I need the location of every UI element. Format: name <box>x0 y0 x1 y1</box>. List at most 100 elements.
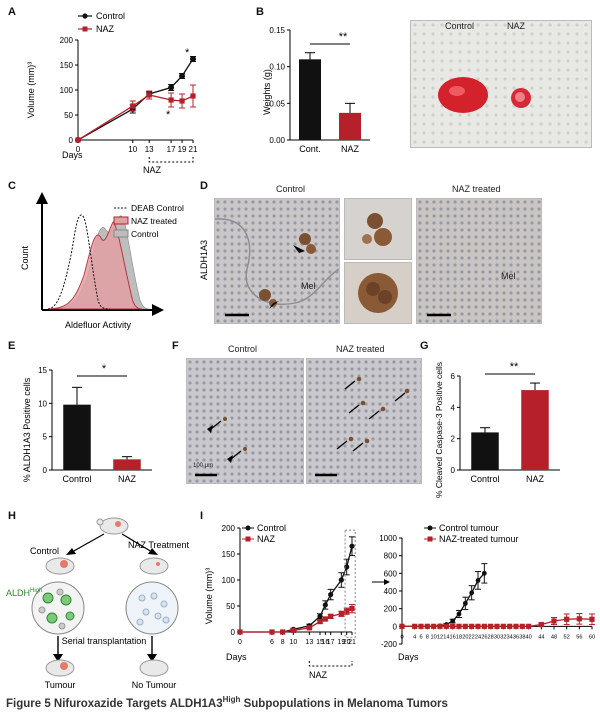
panel-b-ylabel: Weights (g) <box>262 69 272 115</box>
x-tick-label: NAZ <box>341 144 360 154</box>
panel-e-ylabel: % ALDH1A3 Positive cells <box>22 377 32 482</box>
panel-i-legend-naz: NAZ <box>257 534 276 544</box>
y-tick-label: -200 <box>381 640 398 649</box>
y-tick-label: 2 <box>451 435 456 444</box>
x-tick-label: 6 <box>419 634 422 640</box>
data-point <box>179 73 186 79</box>
legend-marker-control <box>82 13 88 19</box>
data-point <box>462 600 468 606</box>
panel-letter-i: I <box>200 510 204 522</box>
y-tick-label: 50 <box>226 602 235 611</box>
x-tick-label: 28 <box>488 634 494 640</box>
data-point <box>168 84 175 91</box>
data-point <box>399 623 405 629</box>
x-tick-label: 13 <box>145 145 154 154</box>
panel-h-diagram: Control NAZ Treatment ALDHHigh Serial tr… <box>6 517 190 688</box>
data-point <box>443 623 449 629</box>
panel-letter-c: C <box>8 180 16 192</box>
y-tick-label: 100 <box>60 86 74 95</box>
data-point <box>469 623 475 629</box>
bar-control <box>63 404 91 470</box>
panel-letter-e: E <box>8 340 16 352</box>
data-point <box>269 629 275 635</box>
y-tick-label: 0 <box>43 466 48 475</box>
panel-c-ylabel: Count <box>20 246 30 271</box>
panel-a-xlabel: Days <box>62 150 83 160</box>
x-tick-label: 8 <box>426 634 429 640</box>
data-point <box>488 623 494 629</box>
panel-letter-g: G <box>420 340 429 352</box>
panel-b-significance: ** <box>339 31 348 43</box>
data-point <box>450 618 456 624</box>
x-tick-label: 22 <box>469 634 475 640</box>
data-point <box>280 629 286 635</box>
data-point <box>576 616 582 622</box>
data-point <box>338 577 344 583</box>
data-point <box>437 623 443 629</box>
y-tick-label: 0.05 <box>269 99 285 108</box>
x-tick-label: 24 <box>475 634 481 640</box>
data-point <box>190 56 196 62</box>
data-point <box>564 616 570 622</box>
data-point <box>469 590 475 596</box>
panel-letter-h: H <box>8 510 16 522</box>
data-point <box>179 98 185 104</box>
mouse-icon-naz <box>139 557 169 575</box>
panel-c-legend-control: Control <box>131 229 159 239</box>
x-tick-label: 10 <box>431 634 437 640</box>
panel-f-scale-label: 100 µm <box>193 463 214 469</box>
data-point <box>349 606 355 612</box>
data-point <box>412 623 418 629</box>
tumour-cells-naz-circle <box>125 581 179 635</box>
mel-label-naz: Mel <box>501 271 516 281</box>
data-point <box>507 623 513 629</box>
data-point <box>513 623 519 629</box>
legend-marker-naz <box>82 26 88 32</box>
data-point <box>349 543 355 549</box>
x-tick-label: 36 <box>513 634 519 640</box>
data-point <box>130 103 136 109</box>
bar-cont <box>299 59 321 141</box>
x-tick-label: 12 <box>437 634 443 640</box>
y-tick-label: 600 <box>384 569 398 578</box>
y-tick-label: 0 <box>393 622 398 631</box>
panel-g-significance: ** <box>510 361 519 373</box>
x-tick-label: 52 <box>564 634 570 640</box>
panel-i-legend-control-tumour: Control tumour <box>439 523 499 533</box>
data-point <box>494 623 500 629</box>
data-point <box>551 618 557 624</box>
panel-letter-f: F <box>172 340 179 352</box>
data-point <box>322 602 328 608</box>
ihc-naz-image: Mel <box>416 198 542 324</box>
x-tick-label: 16 <box>450 634 456 640</box>
x-tick-label: 21 <box>348 639 356 646</box>
panel-f-label-control: Control <box>228 344 258 354</box>
x-tick-label: 19 <box>337 639 345 646</box>
x-tick-label: Cont. <box>299 144 321 154</box>
series-line-1 <box>77 94 194 141</box>
panel-i-legend-control: Control <box>257 523 286 533</box>
panel-a-chart: 0 50 100 150 200 0 10 13 17 19 21 Volume (mm)³ Day… <box>26 11 198 175</box>
mel-label-control: Mel <box>301 281 316 291</box>
aldh-label: ALDHHigh <box>6 588 42 598</box>
outcome-no-tumour-label: No Tumour <box>132 680 177 688</box>
x-tick-label: 17 <box>327 639 335 646</box>
y-tick-label: 200 <box>222 524 236 533</box>
data-point <box>450 623 456 629</box>
bar-naz <box>521 390 549 470</box>
x-tick-label: 15 <box>316 639 324 646</box>
data-point <box>538 621 544 628</box>
ihc-zoom-top-image <box>344 198 412 260</box>
y-tick-label: 4 <box>451 403 456 412</box>
data-point <box>317 619 323 625</box>
data-point <box>519 623 525 629</box>
y-tick-label: 150 <box>60 61 74 70</box>
panel-letter-a: A <box>8 6 16 18</box>
x-tick-label: 10 <box>289 639 297 646</box>
y-tick-label: 15 <box>38 366 47 375</box>
x-tick-label: 20 <box>343 639 351 646</box>
x-tick-label: 16 <box>321 639 329 646</box>
x-tick-label: 30 <box>494 634 500 640</box>
y-tick-label: 10 <box>38 399 47 408</box>
